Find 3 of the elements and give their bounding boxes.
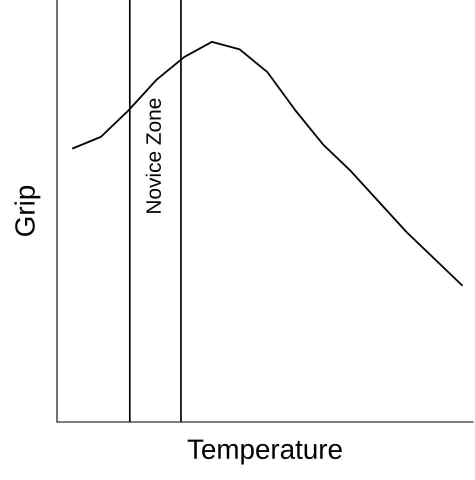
y-axis-title: Grip — [14, 186, 40, 236]
x-axis-title: Temperature — [188, 440, 342, 465]
annotation: Novice Zone — [146, 98, 161, 213]
